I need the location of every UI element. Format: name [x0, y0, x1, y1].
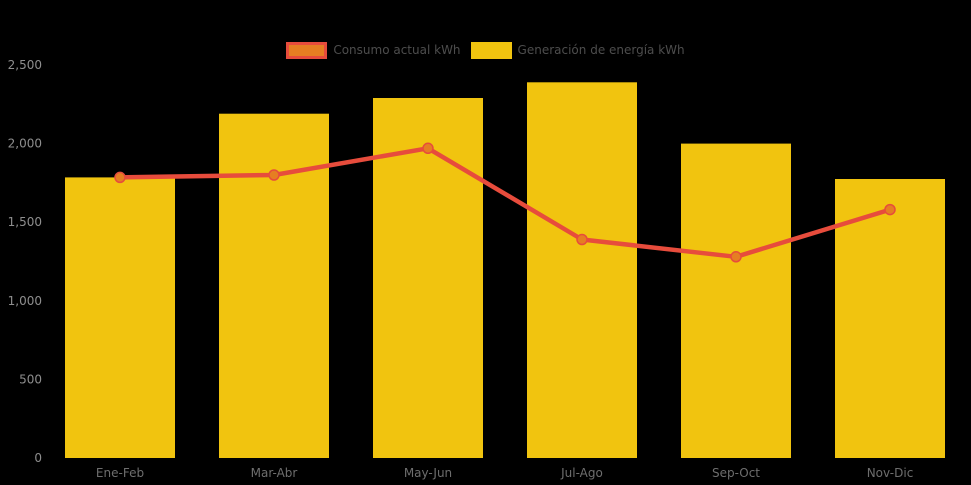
- line-point-may-jun: [422, 142, 434, 155]
- y-axis-tick-label: 2,500: [8, 58, 42, 72]
- x-axis-label-mar-abr: Mar-Abr: [251, 466, 298, 480]
- y-axis-tick-label: 500: [19, 372, 42, 386]
- consumption-line: [117, 146, 893, 260]
- x-axis-label-ene-feb: Ene-Feb: [96, 466, 144, 480]
- bar-may-jun: [373, 98, 483, 458]
- legend-item-generacion-energia[interactable]: Generación de energía kWh: [470, 41, 685, 59]
- bar-sep-oct: [681, 143, 791, 458]
- line-point-jul-ago: [576, 233, 588, 246]
- x-axis-label-jul-ago: Jul-Ago: [560, 466, 603, 480]
- line-point-mar-abr: [268, 169, 280, 181]
- line-point-nov-dic: [884, 203, 896, 216]
- y-axis-tick-label: 1,000: [8, 294, 42, 308]
- bar-nov-dic: [835, 179, 945, 458]
- y-axis-tick-label: 2,000: [8, 137, 42, 151]
- bar-ene-feb: [65, 177, 175, 458]
- legend-swatch-bar-series: [470, 41, 512, 59]
- bar-jul-ago: [527, 82, 637, 459]
- legend: Consumo actual kWh Generación de energía…: [0, 41, 971, 59]
- bar-mar-abr: [219, 113, 329, 458]
- y-axis-tick-label: 1,500: [8, 215, 42, 229]
- line-point-sep-oct: [730, 251, 742, 263]
- legend-item-label: Consumo actual kWh: [333, 43, 461, 57]
- legend-item-label: Generación de energía kWh: [517, 43, 685, 57]
- x-axis-label-sep-oct: Sep-Oct: [712, 466, 760, 480]
- line-point-ene-feb: [114, 171, 126, 184]
- y-axis-tick-label: 0: [34, 451, 42, 465]
- legend-swatch-line-series: [286, 41, 328, 59]
- x-axis-label-may-jun: May-Jun: [404, 466, 452, 480]
- x-axis-label-nov-dic: Nov-Dic: [867, 466, 914, 480]
- legend-item-consumo-actual[interactable]: Consumo actual kWh: [286, 41, 461, 59]
